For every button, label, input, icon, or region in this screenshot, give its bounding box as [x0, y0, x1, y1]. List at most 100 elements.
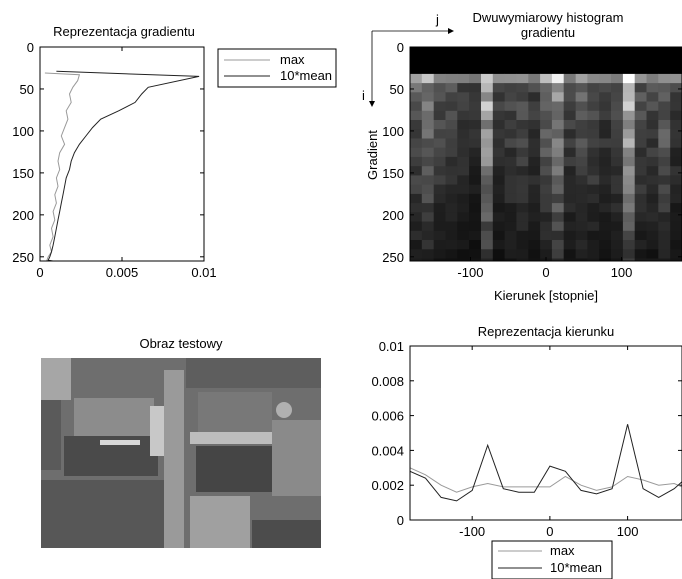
- heatmap-cell: [516, 110, 529, 121]
- heatmap-cell: [670, 193, 682, 204]
- heatmap-cell: [433, 92, 446, 102]
- heatmap-cell: [599, 212, 612, 222]
- heatmap-cell: [646, 184, 659, 195]
- heatmap-cell: [469, 240, 482, 250]
- heatmap-cell: [646, 73, 659, 84]
- heatmap-cell: [481, 240, 494, 250]
- heatmap-cell: [670, 73, 682, 84]
- heatmap-cell: [670, 230, 682, 241]
- heatmap-cell: [670, 184, 682, 195]
- heatmap-cell: [670, 156, 682, 167]
- image-building-dark-2: [196, 446, 272, 492]
- heatmap-cell: [634, 129, 647, 139]
- heatmap-cell: [670, 258, 682, 262]
- heatmap-cell: [469, 184, 482, 195]
- i-arrowhead: [369, 101, 375, 107]
- heatmap-cell: [469, 120, 482, 130]
- y-tick-label: 0.006: [371, 409, 404, 424]
- heatmap-cell: [540, 156, 553, 167]
- image-yard: [190, 496, 250, 548]
- heatmap-cell: [457, 249, 470, 259]
- heatmap-cell: [457, 92, 470, 102]
- heatmap-cell: [551, 92, 565, 102]
- heatmap-cell: [634, 73, 647, 84]
- heatmap-cell: [670, 147, 682, 158]
- heatmap-cell: [599, 175, 612, 185]
- heatmap-cell: [504, 138, 517, 149]
- heatmap-cell: [658, 138, 671, 149]
- heatmap-cell: [504, 240, 517, 250]
- heatmap-cell: [646, 258, 659, 262]
- heatmap-cell: [504, 129, 517, 139]
- heatmap-cell: [587, 221, 600, 232]
- heatmap-cell: [492, 83, 505, 93]
- heatmap-cell: [540, 193, 553, 204]
- heatmap-cell: [551, 212, 565, 222]
- heatmap-cell: [622, 92, 636, 102]
- heatmap-cell: [551, 110, 565, 121]
- y-tick-label: 0: [397, 513, 404, 528]
- heatmap-cell: [445, 221, 458, 232]
- heatmap-cell: [540, 240, 553, 250]
- y-tick-label: 200: [12, 208, 34, 223]
- heatmap-cell: [611, 129, 624, 139]
- heatmap-cell: [540, 138, 553, 149]
- heatmap-cell: [634, 120, 647, 130]
- heatmap-cell: [563, 193, 576, 204]
- heatmap-cell: [516, 92, 529, 102]
- heatmap-cell: [563, 101, 576, 112]
- heatmap-cell: [433, 221, 446, 232]
- heatmap-cell: [599, 166, 612, 176]
- gradient-histogram-chart: Dwuwymiarowy histogram gradientu -100 0 10…: [362, 10, 682, 303]
- heatmap-cell: [492, 138, 505, 149]
- heatmap-cell: [481, 212, 494, 222]
- heatmap-cell: [421, 83, 434, 93]
- heatmap-cell: [433, 129, 446, 139]
- heatmap-cell: [433, 193, 446, 204]
- heatmap-cell: [587, 92, 600, 102]
- heatmap-cell: [481, 203, 494, 213]
- heatmap-cell: [646, 83, 659, 93]
- heatmap-cell: [445, 110, 458, 121]
- heatmap-cell: [563, 147, 576, 158]
- heatmap-cell: [504, 101, 517, 112]
- heatmap-cell: [622, 138, 636, 149]
- heatmap-cell: [469, 129, 482, 139]
- heatmap-cell: [433, 230, 446, 241]
- heatmap-cell: [646, 110, 659, 121]
- heatmap-cell: [410, 221, 423, 232]
- heatmap-cell: [469, 110, 482, 121]
- heatmap-cell: [611, 249, 624, 259]
- heatmap-cell: [563, 230, 576, 241]
- heatmap-cell: [646, 120, 659, 130]
- heatmap-cell: [599, 193, 612, 204]
- heatmap-cell: [445, 240, 458, 250]
- i-label: i: [362, 88, 365, 103]
- heatmap-cell: [611, 166, 624, 176]
- heatmap-cell: [504, 203, 517, 213]
- heatmap-cell: [575, 193, 588, 204]
- heatmap-cell: [670, 249, 682, 259]
- y-tick-label: 0.002: [371, 478, 404, 493]
- heatmap-cell: [516, 83, 529, 93]
- heatmap-cell: [445, 203, 458, 213]
- image-road: [164, 370, 184, 548]
- heatmap-cell: [658, 83, 671, 93]
- heatmap-cell: [622, 101, 636, 112]
- heatmap-cell: [516, 147, 529, 158]
- y-tick-label: 100: [12, 124, 34, 139]
- heatmap-cell: [646, 193, 659, 204]
- heatmap-cell: [611, 221, 624, 232]
- heatmap-cell: [622, 249, 636, 259]
- heatmap-cell: [658, 156, 671, 167]
- heatmap-cell: [421, 110, 434, 121]
- x-tick-label: 100: [617, 524, 639, 539]
- heatmap-cell: [421, 175, 434, 185]
- heatmap-cell: [504, 92, 517, 102]
- heatmap-cell: [540, 249, 553, 259]
- y-tick-label: 0: [397, 40, 404, 55]
- heatmap-cell: [563, 92, 576, 102]
- heatmap-cell: [658, 212, 671, 222]
- heatmap-cell: [492, 92, 505, 102]
- direction-representation-chart: Reprezentacja kierunku -100 0 100 0 0.002 0.0…: [371, 324, 682, 579]
